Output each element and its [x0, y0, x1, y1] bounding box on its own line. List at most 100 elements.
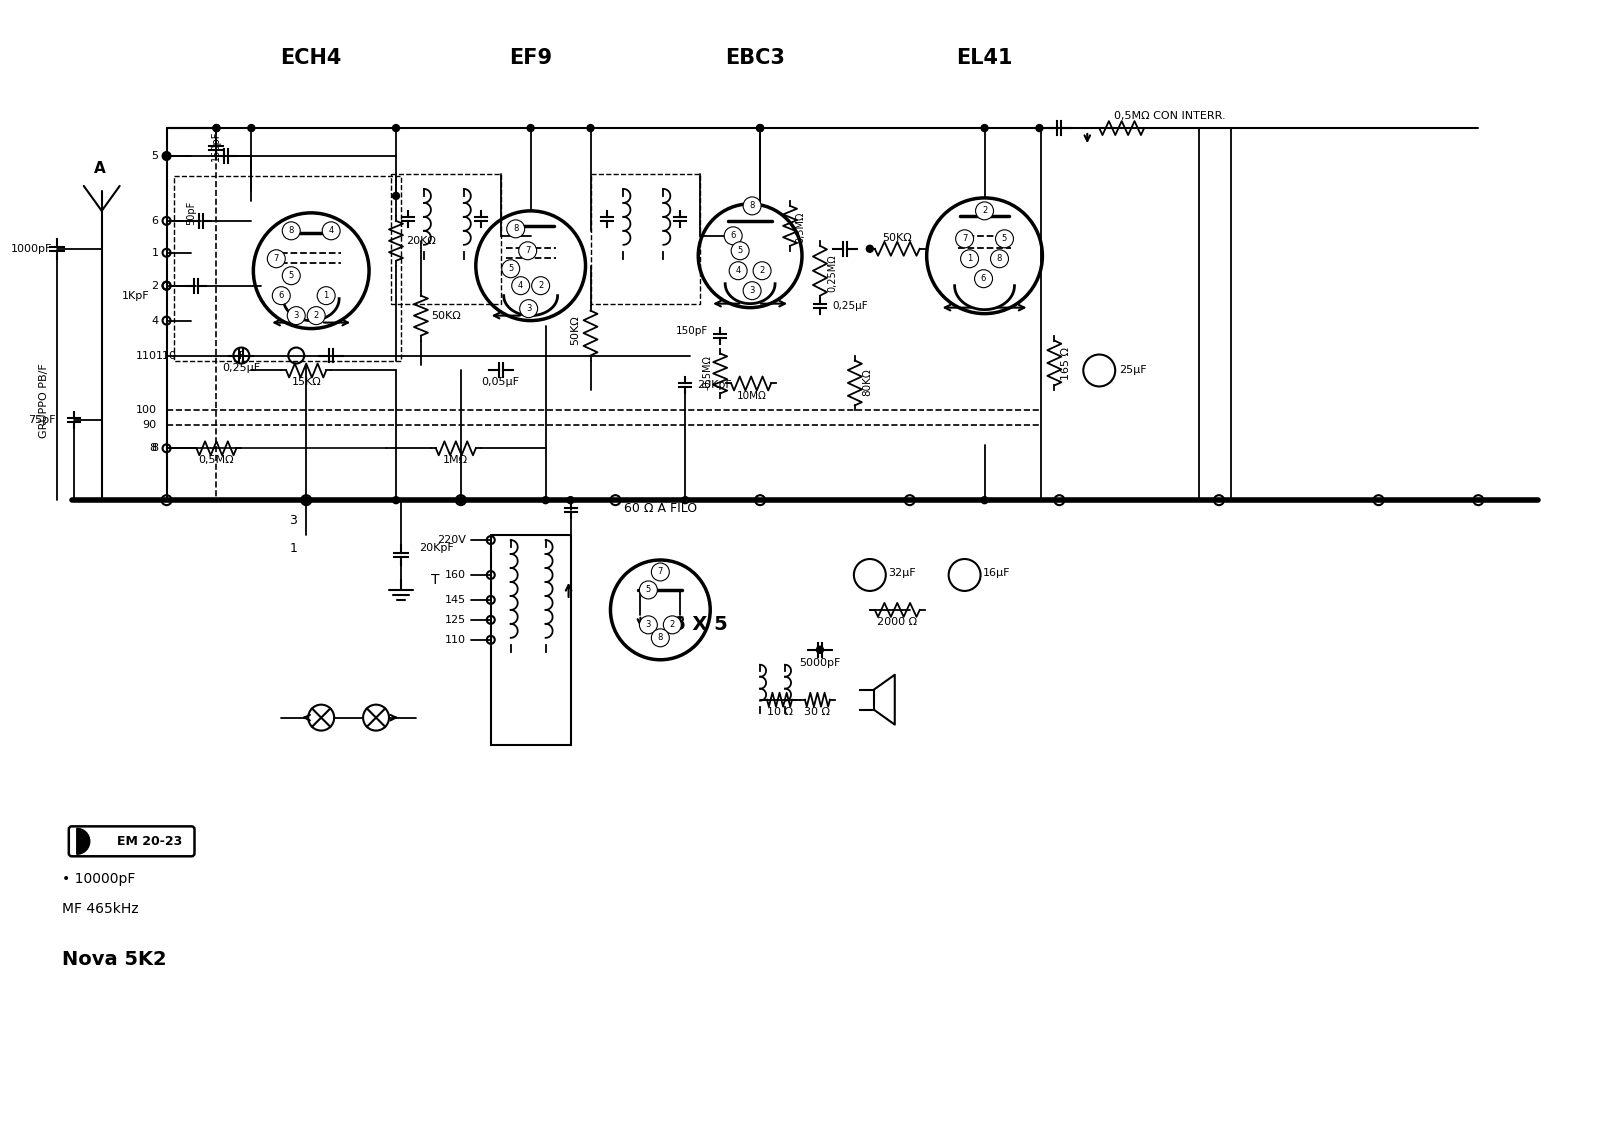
Text: 8: 8: [997, 254, 1002, 264]
Text: 5: 5: [738, 247, 742, 256]
Circle shape: [816, 646, 824, 654]
Text: 0,25μF: 0,25μF: [832, 301, 867, 311]
Circle shape: [664, 616, 682, 633]
Text: 0,5MΩ CON INTERR.: 0,5MΩ CON INTERR.: [1114, 111, 1226, 121]
Text: 50KΩ: 50KΩ: [571, 316, 581, 345]
Text: 3: 3: [646, 621, 651, 629]
Circle shape: [757, 124, 763, 131]
Text: A: A: [94, 162, 106, 176]
Text: 50KΩ: 50KΩ: [882, 233, 912, 243]
Circle shape: [267, 250, 285, 268]
Circle shape: [960, 250, 979, 268]
Text: 0,25MΩ: 0,25MΩ: [827, 253, 837, 292]
Text: 6: 6: [152, 216, 158, 226]
Text: -0,5MΩ: -0,5MΩ: [702, 355, 712, 390]
Text: 1: 1: [966, 254, 973, 264]
Circle shape: [531, 277, 550, 295]
Text: 2000 Ω: 2000 Ω: [877, 616, 917, 627]
Text: 220V: 220V: [437, 535, 466, 545]
Circle shape: [981, 124, 989, 131]
Text: ECH4: ECH4: [280, 49, 342, 68]
Text: 4: 4: [518, 282, 523, 291]
Circle shape: [282, 222, 301, 240]
Text: 50KΩ: 50KΩ: [430, 311, 461, 320]
Circle shape: [542, 497, 549, 503]
Circle shape: [392, 192, 400, 199]
Bar: [1042, 128, 1230, 500]
Text: 8: 8: [658, 633, 662, 642]
Wedge shape: [77, 828, 90, 854]
Text: 3: 3: [749, 286, 755, 295]
Circle shape: [213, 124, 219, 131]
Bar: [390, 174, 501, 303]
Text: 80KΩ: 80KΩ: [862, 369, 872, 396]
Circle shape: [288, 307, 306, 325]
Text: 2: 2: [538, 282, 544, 291]
Text: 90: 90: [142, 421, 157, 430]
Circle shape: [322, 222, 341, 240]
Bar: [590, 174, 701, 303]
Text: 20KpF: 20KpF: [419, 543, 454, 553]
Text: 10MΩ: 10MΩ: [738, 391, 766, 402]
Text: 7: 7: [274, 254, 278, 264]
Text: 2: 2: [670, 621, 675, 629]
Text: 8: 8: [149, 443, 157, 454]
Circle shape: [248, 124, 254, 131]
Text: EL41: EL41: [957, 49, 1013, 68]
Text: 6: 6: [278, 291, 283, 300]
Text: 60 Ω A FILO: 60 Ω A FILO: [624, 502, 698, 515]
Circle shape: [976, 202, 994, 219]
Circle shape: [520, 300, 538, 318]
Text: 16μF: 16μF: [982, 568, 1010, 578]
Text: 0,05μF: 0,05μF: [482, 378, 520, 388]
Text: 8: 8: [288, 226, 294, 235]
Text: EF9: EF9: [509, 49, 552, 68]
Text: 8: 8: [152, 443, 158, 454]
Text: 75pF: 75pF: [29, 415, 56, 425]
Text: 1KpF: 1KpF: [122, 291, 150, 301]
Text: 110: 110: [155, 351, 176, 361]
Text: • 10000pF: • 10000pF: [62, 872, 134, 887]
Text: 6: 6: [981, 274, 986, 283]
Text: 7: 7: [658, 568, 662, 577]
Text: 10 Ω: 10 Ω: [766, 707, 794, 717]
Circle shape: [682, 497, 688, 503]
Circle shape: [640, 581, 658, 599]
Circle shape: [981, 497, 989, 503]
Circle shape: [512, 277, 530, 295]
Circle shape: [955, 230, 973, 248]
Text: EBC3: EBC3: [725, 49, 786, 68]
Text: 20KΩ: 20KΩ: [406, 235, 435, 245]
Text: 150pF: 150pF: [211, 131, 221, 162]
Bar: [173, 176, 402, 361]
Text: 5: 5: [288, 271, 294, 280]
Circle shape: [392, 124, 400, 131]
Text: 2: 2: [760, 266, 765, 275]
Text: 15KΩ: 15KΩ: [291, 378, 322, 388]
Text: 125: 125: [445, 615, 466, 624]
Circle shape: [272, 286, 290, 304]
Text: 7: 7: [525, 247, 530, 256]
Circle shape: [949, 559, 981, 590]
Circle shape: [392, 497, 400, 503]
Circle shape: [742, 282, 762, 300]
Text: EM 20-23: EM 20-23: [117, 835, 182, 848]
Circle shape: [302, 497, 310, 503]
Circle shape: [317, 286, 334, 304]
Circle shape: [1035, 124, 1043, 131]
Text: 100: 100: [136, 405, 157, 415]
Circle shape: [757, 124, 763, 131]
Text: 30 Ω: 30 Ω: [803, 707, 830, 717]
Text: 2: 2: [152, 280, 158, 291]
Text: 1MΩ: 1MΩ: [443, 456, 469, 465]
Text: 165 Ω: 165 Ω: [1061, 347, 1072, 380]
Text: 5: 5: [646, 586, 651, 595]
Text: 3: 3: [293, 311, 299, 320]
Text: 4: 4: [736, 266, 741, 275]
Text: 6 X 5: 6 X 5: [672, 615, 728, 634]
Text: 4: 4: [152, 316, 158, 326]
Circle shape: [163, 153, 170, 159]
Circle shape: [526, 124, 534, 131]
Circle shape: [754, 261, 771, 279]
Text: 0,25μF: 0,25μF: [222, 363, 261, 373]
